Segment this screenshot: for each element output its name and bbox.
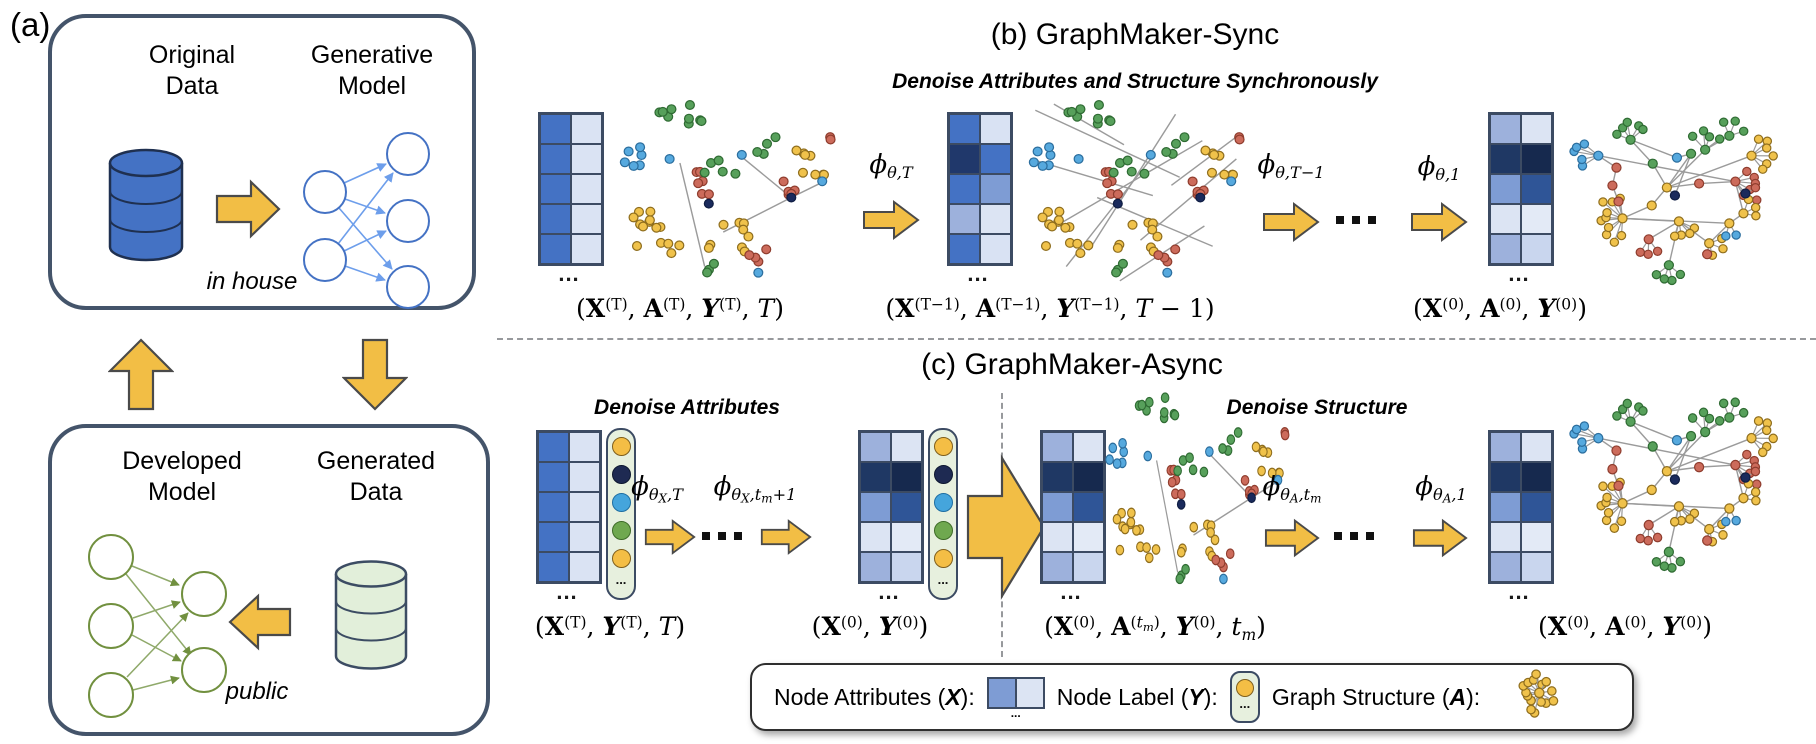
matrix-ellipsis: ... — [1060, 579, 1082, 604]
state-label: (X(0), A(0), Y(0)) — [1413, 294, 1587, 323]
state-label: (X(0), A(0), Y(0)) — [1538, 612, 1712, 641]
generated-graph — [1556, 372, 1814, 584]
attribute-matrix — [1488, 112, 1554, 266]
flow-arrow-icon — [1262, 202, 1320, 242]
flow-arrow-icon — [862, 200, 920, 240]
phi-label: ϕθA,1 — [1415, 472, 1467, 506]
attribute-matrix — [1040, 430, 1106, 584]
matrix-ellipsis: ... — [1508, 261, 1530, 286]
arrow-right-icon — [215, 178, 281, 240]
attribute-matrix — [858, 430, 924, 584]
flow-arrow-icon — [1410, 202, 1468, 242]
arrow-left-icon — [228, 592, 292, 652]
noisy-graph — [616, 96, 848, 294]
ellipsis-dots — [1334, 532, 1374, 540]
original-data-label: Original Data — [148, 41, 236, 100]
arrow-up-icon — [108, 338, 174, 412]
state-label: (X(0), A(tm), Y(0), tm) — [1044, 612, 1266, 644]
panel-a-label: (a) — [10, 6, 51, 43]
attribute-matrix — [947, 112, 1013, 266]
generative-model-label: Generative Model — [310, 41, 434, 100]
denoise-attributes-label: Denoise Attributes — [594, 396, 780, 419]
arrow-down-icon — [342, 338, 408, 412]
matrix-ellipsis: ... — [556, 579, 578, 604]
phi-label: ϕθ,1 — [1417, 152, 1461, 185]
matrix-ellipsis: ... — [1508, 579, 1530, 604]
ellipsis-dots — [702, 532, 742, 540]
node-attributes-swatch: ... — [986, 676, 1045, 719]
flow-arrow-icon — [760, 518, 812, 556]
attribute-cells-icon — [986, 676, 1045, 709]
ellipsis-dots — [1336, 216, 1376, 224]
private-box: Original Data Generative Model — [48, 14, 476, 310]
noisy-graph — [1102, 388, 1300, 602]
panel-b-subtitle: Denoise Attributes and Structure Synchro… — [892, 70, 1378, 93]
neural-network-green-icon — [84, 530, 252, 720]
legend: Node Attributes (X): ... Node Label (Y):… — [750, 663, 1634, 731]
horizontal-separator — [497, 338, 1816, 340]
developed-model-label: Developed Model — [122, 447, 242, 506]
database-blue-icon — [104, 146, 188, 264]
public-label: public — [225, 678, 289, 705]
graph-structure-swatch-icon — [1492, 668, 1564, 726]
matrix-ellipsis: ... — [878, 579, 900, 604]
public-box: Developed Model Generated Data — [48, 424, 490, 736]
legend-node-label-label: Node Label (Y): — [1056, 683, 1218, 710]
state-label: (X(T), A(T), Y(T), T) — [576, 294, 784, 323]
denoise-structure-label: Denoise Structure — [1226, 396, 1408, 419]
phi-label: ϕθX,T — [631, 472, 683, 506]
node-label-column: ... — [928, 428, 958, 600]
node-label-swatch-icon: ... — [1229, 671, 1260, 723]
state-label: (X(T), Y(T), T) — [534, 612, 686, 641]
state-label: (X(0), Y(0)) — [811, 612, 929, 641]
attribute-matrix — [538, 112, 604, 266]
flow-arrow-icon — [1412, 518, 1468, 558]
phi-label: ϕθA,tm — [1262, 472, 1322, 506]
node-label-column: ... — [606, 428, 636, 600]
neural-network-blue-icon — [295, 124, 440, 312]
database-green-icon — [330, 558, 412, 672]
panel-c-title: (c) GraphMaker-Async — [921, 348, 1223, 381]
matrix-ellipsis: ... — [558, 261, 580, 286]
phase-arrow-icon — [966, 452, 1046, 602]
flow-arrow-icon — [1264, 518, 1320, 558]
phi-label: ϕθ,T−1 — [1257, 150, 1325, 183]
generated-data-label: Generated Data — [316, 447, 436, 506]
generated-graph — [1556, 92, 1814, 296]
state-label: (X(T−1), A(T−1), Y(T−1), T − 1) — [885, 294, 1215, 323]
panel-b-title: (b) GraphMaker-Sync — [990, 18, 1280, 51]
noisy-graph — [1025, 96, 1257, 294]
legend-node-attributes-label: Node Attributes (X): — [774, 683, 975, 710]
phi-label: ϕθ,T — [869, 150, 913, 183]
matrix-ellipsis: ... — [967, 261, 989, 286]
flow-arrow-icon — [644, 518, 696, 556]
attribute-matrix — [536, 430, 602, 584]
attribute-matrix — [1488, 430, 1554, 584]
in-house-label: in house — [206, 268, 298, 295]
legend-graph-structure-label: Graph Structure (A): — [1271, 683, 1481, 710]
phi-label: ϕθX,tm+1 — [713, 472, 797, 506]
